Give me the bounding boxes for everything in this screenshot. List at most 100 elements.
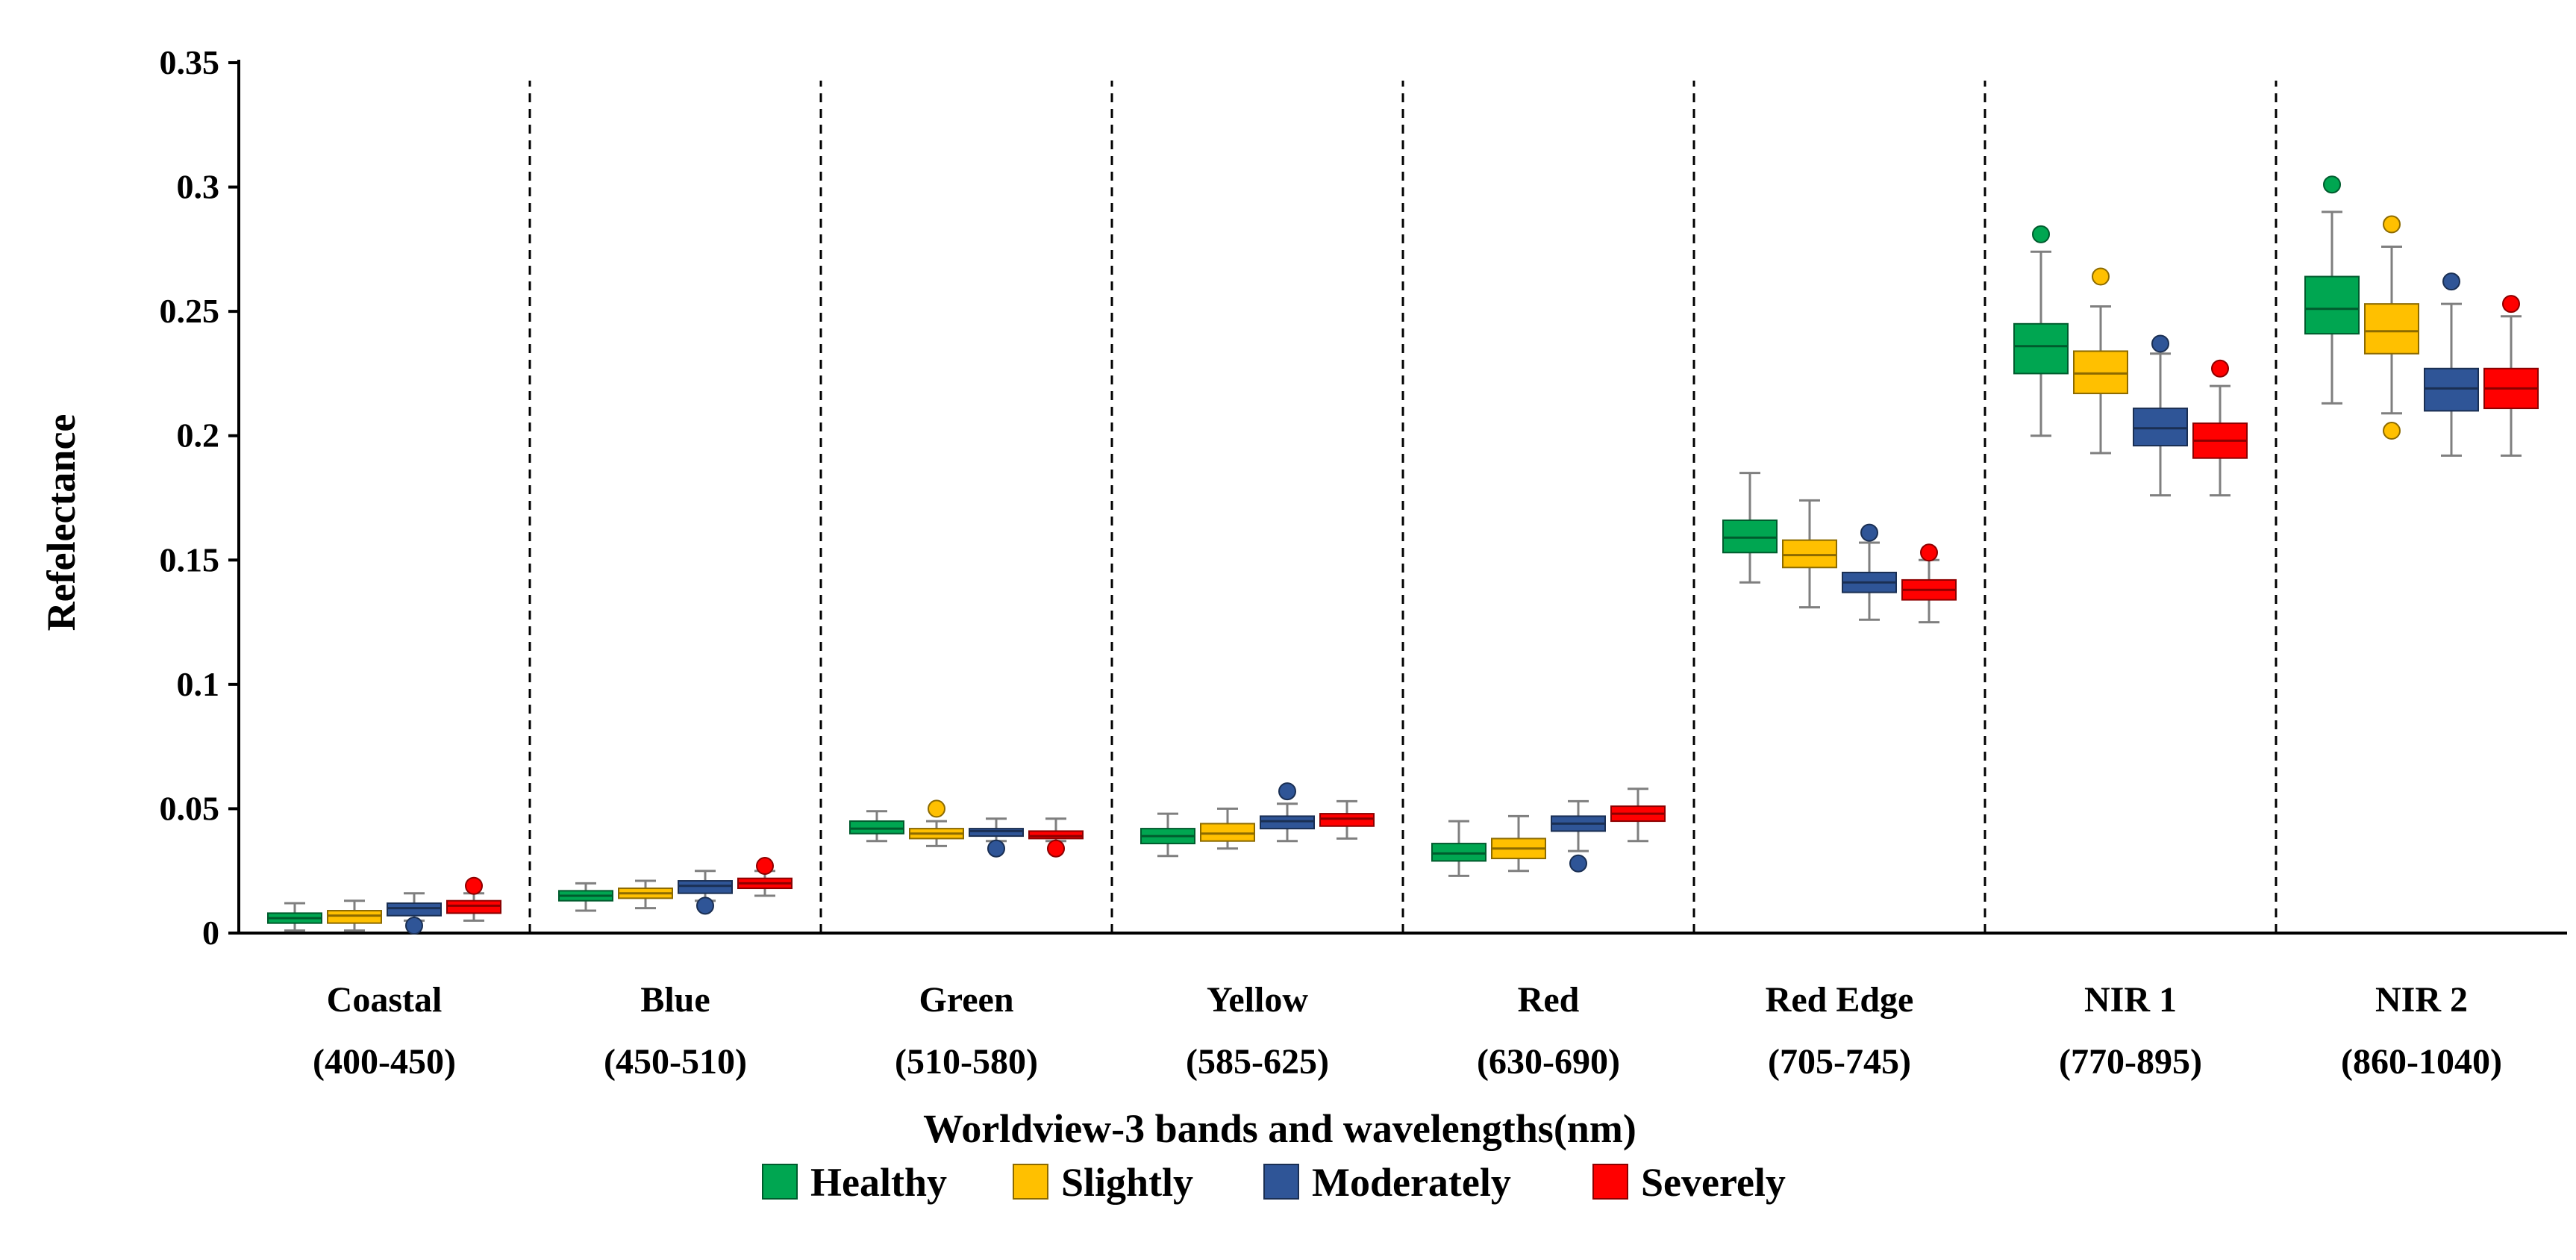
- box-moderately-0: [387, 892, 442, 935]
- box-iqr: [969, 828, 1024, 838]
- outlier-point: [1860, 523, 1878, 542]
- legend-label-moderately: Moderately: [1312, 1160, 1511, 1205]
- box-slightly-2: [909, 799, 964, 847]
- box-healthy-7: [2304, 175, 2360, 405]
- box-slightly-1: [618, 879, 673, 910]
- box-severely-1: [737, 857, 793, 897]
- outlier-point: [1047, 839, 1065, 858]
- box-moderately-6: [2133, 334, 2188, 497]
- x-axis-title: Worldview-3 bands and wavelengths(nm): [923, 1106, 1636, 1151]
- category-wavelength-label: (770-895): [2059, 1042, 2202, 1082]
- outlier-point: [987, 839, 1005, 858]
- legend-swatch-severely: [1592, 1164, 1628, 1200]
- box-iqr: [2304, 275, 2360, 335]
- box-healthy-4: [1431, 820, 1486, 877]
- outlier-point: [2151, 334, 2169, 353]
- category-label: NIR 2: [2375, 980, 2468, 1020]
- box-iqr: [1200, 823, 1255, 842]
- box-iqr: [1319, 813, 1375, 827]
- outlier-point: [696, 896, 714, 915]
- y-tick-label: 0.2: [177, 417, 220, 455]
- box-severely-4: [1610, 788, 1666, 843]
- box-healthy-6: [2013, 225, 2069, 437]
- box-healthy-5: [1722, 472, 1778, 584]
- box-iqr: [1028, 830, 1084, 840]
- legend-swatch-slightly: [1013, 1164, 1048, 1200]
- box-iqr: [1722, 519, 1778, 554]
- box-iqr: [2364, 303, 2419, 355]
- outlier-point: [465, 876, 483, 895]
- y-tick-label: 0.25: [160, 292, 220, 330]
- box-iqr: [327, 910, 382, 924]
- outlier-point: [928, 799, 945, 818]
- outlier-point: [2383, 215, 2401, 234]
- box-moderately-2: [969, 817, 1024, 858]
- category-wavelength-label: (510-580): [895, 1042, 1038, 1082]
- category-wavelength-label: (585-625): [1186, 1042, 1329, 1082]
- outlier-point: [405, 917, 423, 935]
- box-iqr: [2133, 408, 2188, 447]
- box-iqr: [1782, 539, 1837, 569]
- category-label: Yellow: [1207, 980, 1308, 1020]
- legend: Healthy Slightly Moderately Severely: [762, 1160, 1786, 1205]
- category-label: Red Edge: [1766, 980, 1914, 1020]
- y-tick-label: 0.3: [177, 168, 220, 206]
- legend-label-healthy: Healthy: [810, 1160, 947, 1205]
- box-severely-5: [1901, 543, 1957, 624]
- category-label: NIR 1: [2084, 980, 2177, 1020]
- outlier-point: [2442, 272, 2460, 291]
- box-severely-2: [1028, 817, 1084, 858]
- box-iqr: [849, 820, 904, 835]
- box-iqr: [446, 899, 501, 914]
- box-iqr: [2073, 350, 2128, 395]
- y-tick-label: 0.15: [160, 540, 220, 578]
- category-wavelength-label: (860-1040): [2341, 1042, 2502, 1082]
- outlier-point: [2211, 359, 2229, 378]
- outlier-point: [756, 857, 774, 876]
- box-iqr: [1431, 843, 1486, 862]
- outlier-point: [2383, 422, 2401, 440]
- outlier-point: [2092, 267, 2110, 286]
- outlier-point: [2032, 225, 2050, 243]
- box-moderately-5: [1842, 523, 1897, 621]
- y-tick-label: 0.1: [177, 665, 220, 703]
- box-severely-7: [2483, 295, 2539, 457]
- y-tick-label: 0.35: [160, 43, 220, 81]
- y-axis-title: Refelectance: [39, 414, 84, 631]
- category-wavelength-label: (630-690): [1477, 1042, 1620, 1082]
- y-tick-label: 0.05: [160, 789, 220, 827]
- box-iqr: [678, 880, 733, 894]
- outlier-point: [2323, 175, 2341, 194]
- box-iqr: [2013, 322, 2069, 375]
- box-healthy-1: [558, 882, 613, 912]
- legend-swatch-moderately: [1263, 1164, 1299, 1200]
- box-slightly-0: [327, 899, 382, 932]
- legend-swatch-healthy: [762, 1164, 798, 1200]
- box-moderately-3: [1260, 782, 1315, 843]
- box-slightly-7: [2364, 215, 2419, 440]
- box-iqr: [2424, 367, 2479, 412]
- category-wavelength-label: (450-510): [604, 1042, 747, 1082]
- category-label: Green: [919, 980, 1013, 1020]
- outlier-point: [2502, 295, 2520, 314]
- category-label: Coastal: [327, 980, 443, 1020]
- box-healthy-2: [849, 810, 904, 843]
- box-moderately-7: [2424, 272, 2479, 457]
- category-label: Red: [1518, 980, 1580, 1020]
- legend-label-severely: Severely: [1641, 1160, 1786, 1205]
- box-iqr: [1260, 815, 1315, 830]
- plot-area: 0 0.05 0.1 0.15 0.2 0.25 0.3 0.35 Coastal (400-45…: [160, 43, 2567, 1082]
- box-moderately-4: [1551, 799, 1606, 873]
- box-healthy-3: [1140, 812, 1195, 858]
- box-healthy-0: [267, 902, 322, 932]
- box-slightly-3: [1200, 807, 1255, 850]
- outlier-point: [1569, 854, 1587, 873]
- box-iqr: [387, 902, 442, 917]
- box-moderately-1: [678, 870, 733, 915]
- outlier-point: [1278, 782, 1296, 801]
- box-severely-6: [2192, 359, 2248, 497]
- legend-label-slightly: Slightly: [1061, 1160, 1193, 1205]
- box-slightly-4: [1491, 814, 1546, 873]
- box-slightly-6: [2073, 267, 2128, 455]
